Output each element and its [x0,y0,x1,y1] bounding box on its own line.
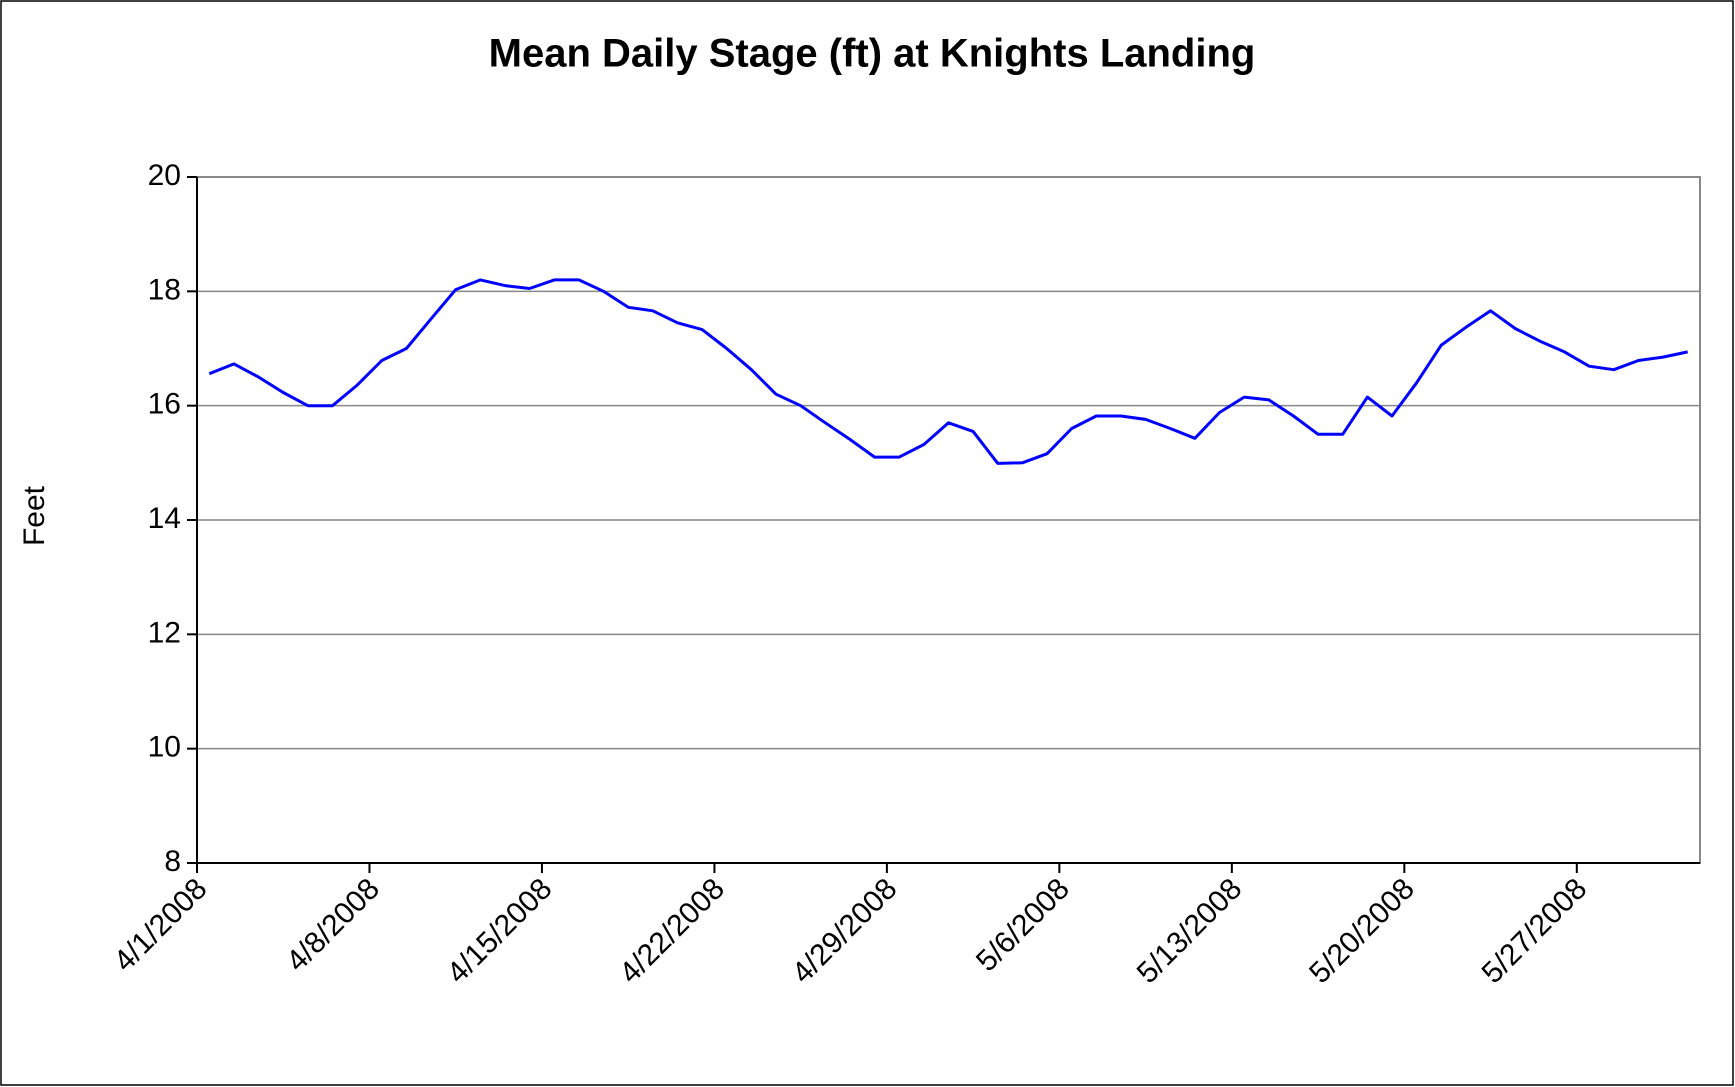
data-line [208,278,1689,465]
y-tick-label: 16 [148,388,181,421]
y-tick-label: 14 [148,502,181,535]
y-tick-label: 8 [164,845,181,878]
chart-title: Mean Daily Stage (ft) at Knights Landing [489,32,1256,76]
y-tick-label: 18 [148,273,181,306]
y-tick-label: 12 [148,616,181,649]
y-tick-label: 10 [148,731,181,764]
y-tick-label: 20 [148,159,181,192]
y-axis-label: Feet [18,485,51,546]
